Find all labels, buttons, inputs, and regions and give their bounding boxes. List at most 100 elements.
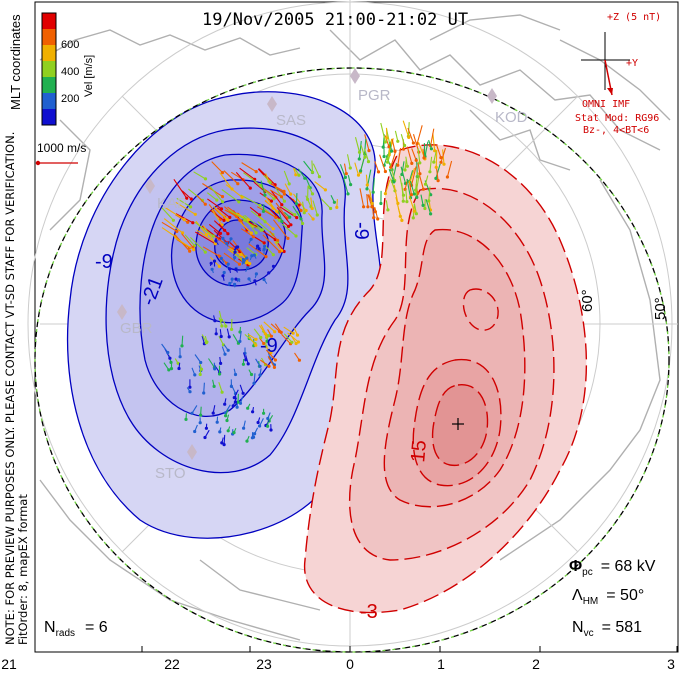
velocity-vector-origin <box>189 205 193 209</box>
velocity-vector <box>181 233 194 248</box>
velocity-vector-origin <box>362 205 366 209</box>
velocity-vector <box>374 161 380 173</box>
velocity-vector-origin <box>267 334 271 338</box>
velocity-vector-origin <box>287 182 291 186</box>
velocity-vector-origin <box>211 411 215 415</box>
velocity-vector-origin <box>421 203 425 207</box>
velocity-vector-origin <box>356 173 361 177</box>
velocity-vector <box>223 170 239 185</box>
velocity-vector-origin <box>193 429 197 434</box>
velocity-vector-origin <box>203 250 207 254</box>
velocity-vector-origin <box>357 157 361 161</box>
velocity-vector-origin <box>212 384 216 388</box>
station-labels: PGR KOD SAS KAP GBR STO <box>120 87 528 482</box>
velocity-vector-origin <box>228 281 232 286</box>
velocity-vector <box>292 205 302 220</box>
velocity-vector <box>247 333 257 340</box>
velocity-vector-origin <box>294 202 299 206</box>
velocity-vector-origin <box>429 147 433 151</box>
velocity-vector <box>269 230 279 241</box>
velocity-vector-origin <box>403 143 407 148</box>
imf-text: +Z (5 nT) +Y OMNI IMF Stat Mod: RG96 Bz-… <box>575 12 661 136</box>
positive-contour <box>431 384 489 466</box>
velocity-vector-origin <box>232 431 236 435</box>
velocity-vector <box>219 172 233 190</box>
velocity-vector-origin <box>290 340 294 344</box>
velocity-vector <box>278 210 283 222</box>
velocity-vector-origin <box>396 139 400 143</box>
velocity-vector <box>267 356 275 368</box>
velocity-vector-origin <box>217 264 221 268</box>
latitude-label-60: 60° <box>579 289 596 312</box>
velocity-vector-origin <box>231 404 235 408</box>
velocity-vector <box>271 190 283 206</box>
velocity-vector <box>213 229 228 244</box>
velocity-vector-origin <box>226 429 230 433</box>
velocity-vector-origin <box>433 149 437 153</box>
velocity-vector-origin <box>233 255 237 260</box>
velocity-vector <box>175 201 196 215</box>
velocity-vector-origin <box>244 261 249 265</box>
velocity-vector <box>270 323 280 332</box>
velocity-vector-origin <box>423 206 427 211</box>
velocity-vector-origin <box>299 208 303 213</box>
velocity-vector-origin <box>410 161 414 165</box>
velocity-vector-origin <box>385 136 389 140</box>
velocity-vector-origin <box>323 188 327 192</box>
velocity-vector-origin <box>242 426 246 430</box>
imf-source: OMNI IMF <box>582 99 630 110</box>
velocity-vector <box>184 234 195 247</box>
velocity-vector-origin <box>253 279 257 283</box>
velocity-vector-origin <box>236 400 240 404</box>
velocity-vector <box>409 180 415 195</box>
velocity-vector <box>302 201 305 213</box>
velocity-vector-origin <box>271 206 275 210</box>
velocity-vector-origin <box>376 170 381 174</box>
velocity-vector-origin <box>245 256 249 260</box>
velocity-vector-origin <box>177 366 181 371</box>
contour-label: 15 <box>407 439 431 463</box>
velocity-vector-origin <box>271 253 275 257</box>
velocity-vector-origin <box>251 410 255 414</box>
hm-boundary-green <box>34 67 670 653</box>
colorbar-label: Vel [m/s] <box>83 55 95 97</box>
velocity-vector <box>228 240 241 253</box>
velocity-vector <box>218 310 223 321</box>
velocity-vector-origin <box>212 259 217 263</box>
velocity-vector-origin <box>238 401 243 405</box>
velocity-vector-origin <box>310 192 315 196</box>
velocity-vector-origin <box>370 201 374 206</box>
velocity-vector <box>242 219 262 231</box>
velocity-vector <box>409 183 412 195</box>
velocity-vector <box>383 154 389 166</box>
velocity-vector <box>263 321 276 333</box>
velocity-vector <box>225 184 243 198</box>
velocity-vector <box>263 174 271 183</box>
velocity-vector-origin <box>445 175 449 179</box>
velocity-vector <box>176 197 191 208</box>
imf-vector-head <box>607 88 613 95</box>
velocity-vector <box>242 215 257 234</box>
velocity-vector-origin <box>366 205 370 209</box>
velocity-vector-origin <box>245 439 249 443</box>
velocity-vector-origin <box>213 319 217 323</box>
mlt-tick-label: 0 <box>346 656 354 672</box>
lambda-hm-stat: ΛHM = 50° <box>572 587 644 607</box>
velocity-vector-origin <box>186 220 190 224</box>
nvc-sub: vc <box>584 628 594 639</box>
velocity-vector <box>283 333 293 343</box>
velocity-vector <box>425 199 432 215</box>
velocity-vector-origin <box>282 249 286 254</box>
velocity-vector-origin <box>301 221 305 226</box>
velocity-vector <box>216 207 231 218</box>
velocity-vector <box>380 122 386 143</box>
velocity-vector-origin <box>294 173 298 177</box>
station-kod-marker <box>487 88 497 104</box>
velocity-vector <box>213 205 229 221</box>
velocity-vector-origin <box>188 249 192 253</box>
velocity-vector <box>409 167 416 183</box>
coastlines <box>39 14 671 641</box>
velocity-vector-origin <box>254 343 258 347</box>
velocity-vector <box>248 243 267 258</box>
velocity-vector-origin <box>262 341 266 346</box>
